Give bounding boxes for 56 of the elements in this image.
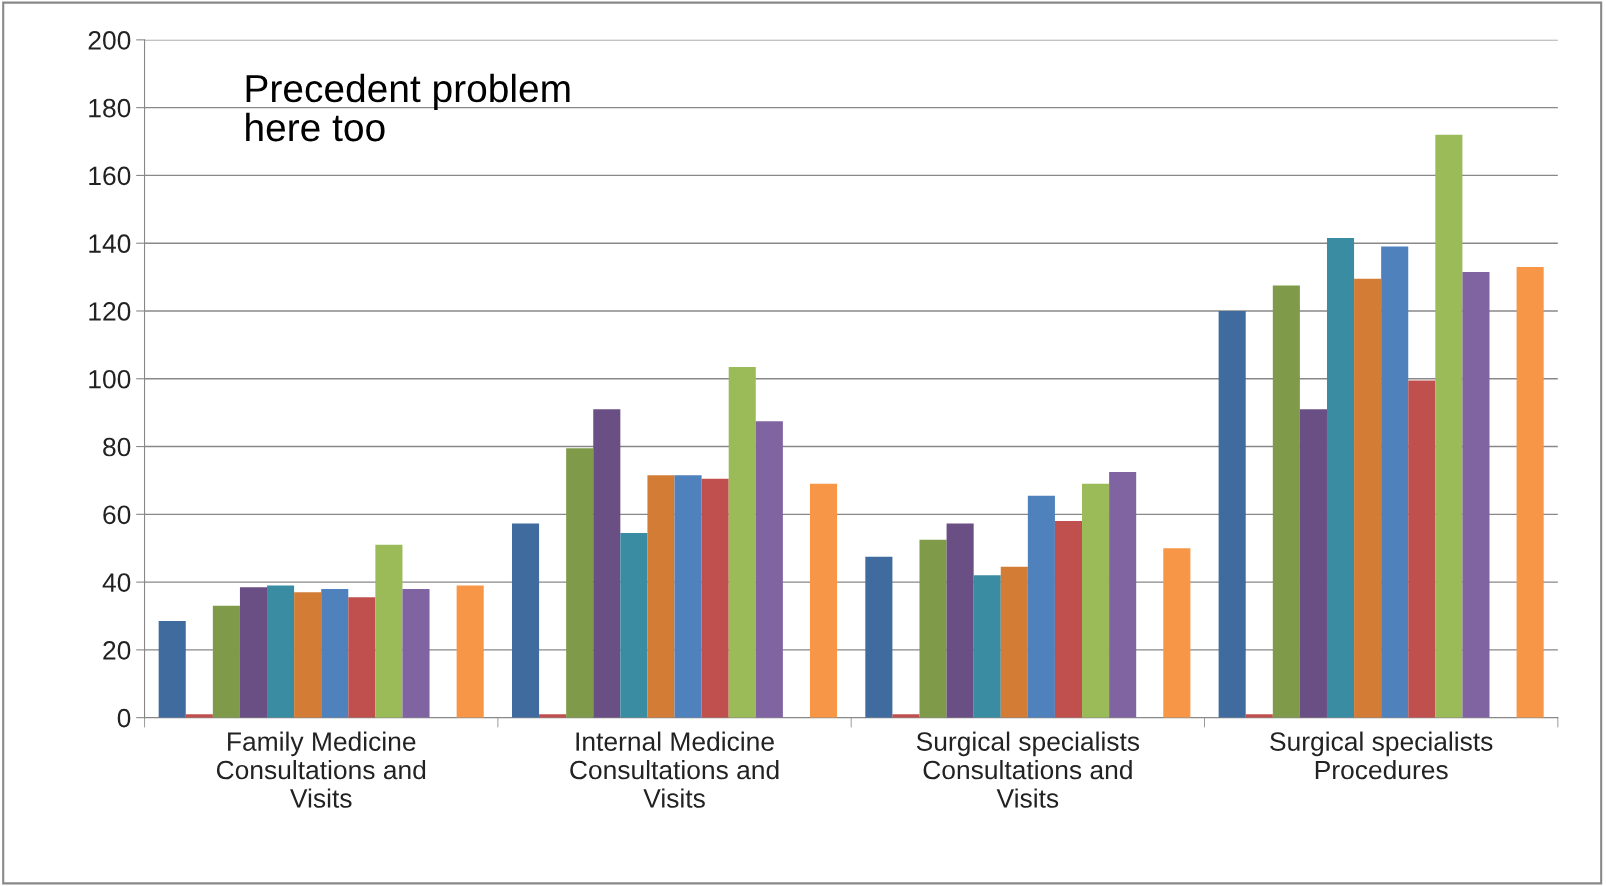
- y-tick-label: 140: [89, 234, 131, 254]
- x-tick-label: Surgical specialists Consultations and Visits: [916, 731, 1140, 808]
- bar: [1054, 521, 1083, 718]
- x-tick-label: Family Medicine Consultations and Visits: [216, 731, 426, 808]
- bar: [321, 588, 349, 718]
- bar: [1326, 238, 1355, 718]
- bar: [375, 544, 403, 718]
- bar: [456, 585, 484, 718]
- bar: [1462, 272, 1490, 718]
- y-tick-label: 60: [103, 505, 131, 525]
- y-tick-label: 0: [117, 708, 131, 728]
- bar: [728, 366, 756, 718]
- bar: [1354, 278, 1382, 718]
- bar: [1000, 566, 1028, 718]
- bar: [973, 575, 1001, 718]
- y-tick-label: 80: [103, 437, 131, 457]
- bar: [1082, 483, 1110, 718]
- bar: [402, 588, 430, 718]
- bar: [511, 523, 540, 718]
- bar: [946, 523, 974, 718]
- bar: [865, 556, 893, 718]
- bar: [1435, 134, 1463, 718]
- bar: [267, 585, 295, 718]
- y-tick-label: 160: [89, 166, 131, 186]
- bar: [566, 448, 594, 718]
- annotation: Precedent problem here too: [246, 73, 570, 142]
- bar: [294, 592, 322, 718]
- bar: [1163, 548, 1191, 718]
- x-tick-label: Internal Medicine Consultations and Visits: [570, 731, 779, 808]
- bar: [620, 532, 648, 718]
- bar: [212, 605, 240, 718]
- bar: [755, 421, 783, 718]
- y-tick-label: 100: [89, 369, 131, 389]
- bar: [647, 475, 675, 718]
- y-tick-label: 120: [89, 302, 131, 321]
- bar: [809, 483, 838, 718]
- bar: [1218, 310, 1246, 718]
- bar: [919, 539, 947, 718]
- bar: [1516, 266, 1544, 718]
- bar: [701, 478, 729, 718]
- y-tick-label: 200: [88, 31, 131, 50]
- bar: [1272, 285, 1300, 718]
- bar: [1408, 380, 1436, 718]
- bar: [158, 621, 186, 718]
- bar: [1109, 471, 1137, 718]
- bar: [239, 587, 268, 718]
- y-tick-label: 20: [103, 641, 131, 660]
- bar: [593, 409, 621, 718]
- y-tick-label: 40: [102, 573, 131, 592]
- bar: [1381, 246, 1409, 718]
- x-tick-label: Surgical specialists Procedures: [1270, 731, 1493, 780]
- bar: [1299, 409, 1327, 718]
- bar: [674, 475, 702, 718]
- bar: [348, 597, 376, 718]
- bar: [1027, 495, 1055, 718]
- y-tick-label: 180: [89, 98, 131, 118]
